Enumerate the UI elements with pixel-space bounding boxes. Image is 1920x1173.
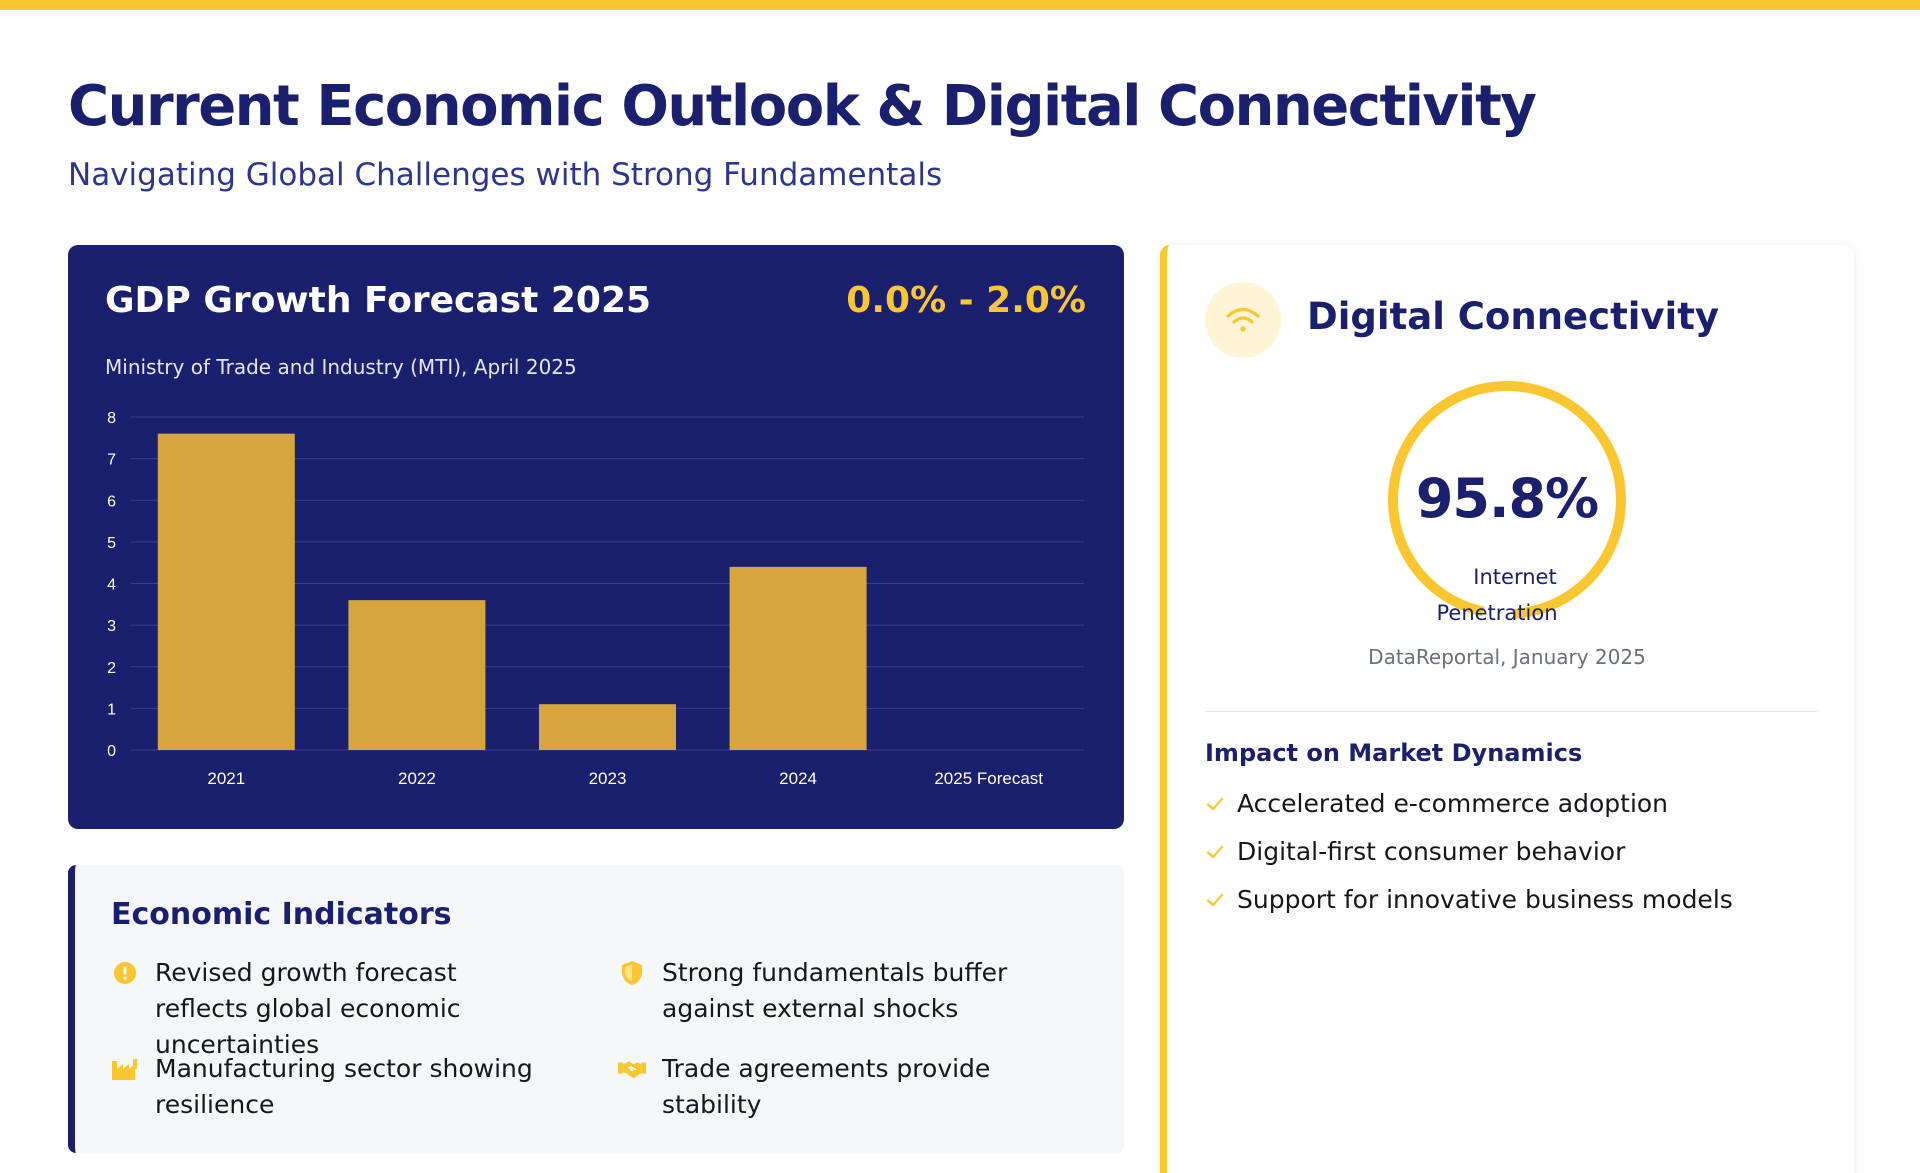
gdp-card-title: GDP Growth Forecast 2025 bbox=[105, 280, 652, 321]
x-tick-label: 2025 Forecast bbox=[934, 769, 1043, 788]
x-tick-label: 2022 bbox=[398, 769, 436, 788]
top-accent-bar bbox=[0, 0, 1920, 10]
internet-penetration-value: 95.8% bbox=[1415, 467, 1599, 530]
indicator-text: Trade agreements provide stability bbox=[662, 1054, 991, 1119]
economic-indicators-card: Economic Indicators Revised growth forec… bbox=[68, 865, 1124, 1153]
exclamation-circle-icon bbox=[111, 959, 139, 987]
industry-icon bbox=[111, 1055, 139, 1083]
bar bbox=[729, 566, 867, 750]
indicator-item: Manufacturing sector showing resilience bbox=[111, 1051, 541, 1123]
impact-text: Accelerated e-commerce adoption bbox=[1237, 789, 1669, 818]
gdp-source: Ministry of Trade and Industry (MTI), Ap… bbox=[105, 355, 577, 379]
y-tick-label: 8 bbox=[107, 410, 116, 427]
gauge-arc bbox=[1388, 381, 1626, 619]
gauge-label-line1: Internet bbox=[1473, 565, 1557, 589]
y-tick-label: 3 bbox=[107, 618, 116, 635]
check-icon bbox=[1206, 845, 1224, 858]
y-tick-label: 4 bbox=[107, 577, 116, 594]
indicator-item: Strong fundamentals buffer against exter… bbox=[618, 955, 1088, 1027]
impact-item: Accelerated e-commerce adoption bbox=[1205, 789, 1668, 818]
y-tick-label: 5 bbox=[107, 535, 116, 552]
x-tick-label: 2021 bbox=[207, 769, 245, 788]
y-tick-label: 6 bbox=[107, 493, 116, 510]
y-tick-label: 7 bbox=[107, 452, 116, 469]
indicator-item: Revised growth forecast reflects global … bbox=[111, 955, 541, 1063]
wifi-icon bbox=[1205, 282, 1281, 358]
internet-penetration-gauge bbox=[1388, 381, 1626, 619]
check-icon bbox=[1206, 893, 1224, 906]
digital-card-title: Digital Connectivity bbox=[1307, 295, 1720, 338]
impact-text: Support for innovative business models bbox=[1237, 885, 1733, 914]
x-tick-label: 2023 bbox=[589, 769, 627, 788]
impact-item: Support for innovative business models bbox=[1205, 885, 1733, 914]
gauge-label-line2: Penetration bbox=[1436, 601, 1558, 625]
indicators-title: Economic Indicators bbox=[111, 897, 452, 932]
indicator-text: Manufacturing sector showing resilience bbox=[155, 1054, 533, 1119]
digital-connectivity-card: Digital Connectivity 95.8% Internet Pene… bbox=[1160, 245, 1854, 1173]
impact-item: Digital-first consumer behavior bbox=[1205, 837, 1625, 866]
bar bbox=[539, 704, 676, 750]
bar bbox=[348, 600, 486, 750]
handshake-icon bbox=[618, 1055, 646, 1083]
y-tick-label: 1 bbox=[107, 701, 116, 718]
gdp-forecast-range: 0.0% - 2.0% bbox=[846, 280, 1086, 321]
x-tick-label: 2024 bbox=[779, 769, 817, 788]
y-tick-label: 2 bbox=[107, 660, 116, 677]
indicator-text: Revised growth forecast reflects global … bbox=[155, 958, 461, 1059]
indicator-text: Strong fundamentals buffer against exter… bbox=[662, 958, 1008, 1023]
y-tick-label: 0 bbox=[107, 743, 116, 760]
divider bbox=[1205, 711, 1817, 712]
digital-source: DataReportal, January 2025 bbox=[1368, 645, 1646, 669]
bar bbox=[157, 433, 295, 750]
page-subtitle: Navigating Global Challenges with Strong… bbox=[68, 157, 943, 193]
gdp-bar-chart: 0 1 2 3 4 5 6 7 8 2021 2022 2023 2024 2025 Forecast bbox=[107, 410, 1084, 788]
check-icon bbox=[1206, 797, 1224, 810]
impact-text: Digital-first consumer behavior bbox=[1237, 837, 1626, 866]
page-title: Current Economic Outlook & Digital Conne… bbox=[68, 74, 1537, 139]
indicator-item: Trade agreements provide stability bbox=[618, 1051, 1088, 1123]
impact-title: Impact on Market Dynamics bbox=[1205, 739, 1583, 767]
gdp-forecast-card: GDP Growth Forecast 2025 0.0% - 2.0% Min… bbox=[68, 245, 1124, 829]
shield-icon bbox=[618, 959, 646, 987]
